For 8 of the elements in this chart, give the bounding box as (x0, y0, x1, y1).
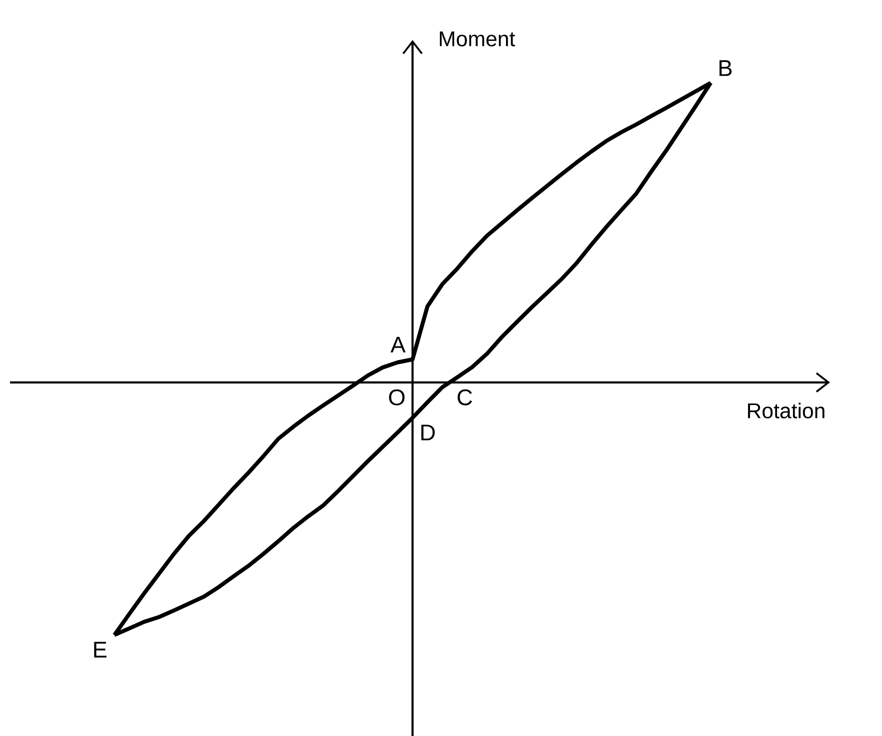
y-axis-title: Moment (440, 32, 516, 46)
text: B (720, 60, 732, 76)
annotation: O (389, 389, 405, 406)
annotation: A (390, 336, 406, 352)
annotation: C (458, 389, 472, 406)
annotation: D (421, 424, 435, 440)
x-axis-title: Rotation (748, 402, 824, 418)
text: E (94, 642, 106, 658)
